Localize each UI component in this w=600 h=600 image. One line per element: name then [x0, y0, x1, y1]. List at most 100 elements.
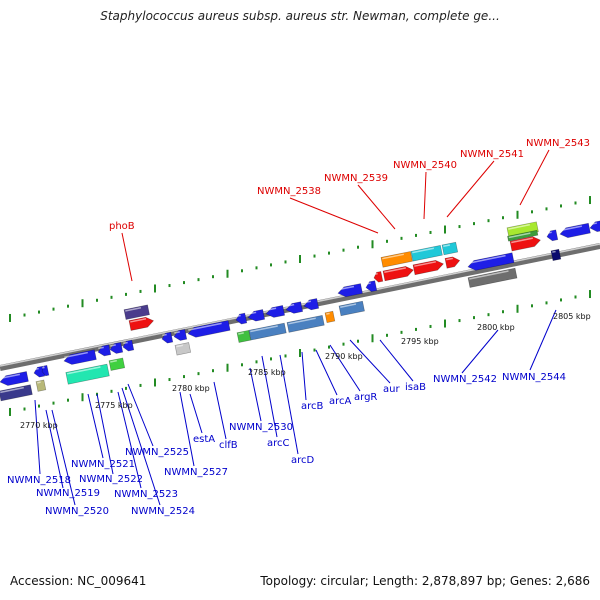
gene-label-arcC[interactable]: arcC	[267, 438, 290, 449]
accession-text: Accession: NC_009641	[10, 574, 147, 588]
gene-label-arcB[interactable]: arcB	[301, 401, 324, 412]
gene-NWMN_2543c	[509, 236, 541, 252]
gene-arcA	[248, 322, 287, 341]
gene-arcC-b	[247, 309, 266, 322]
gene-aur	[324, 310, 336, 323]
leader-bottom-4	[96, 393, 114, 475]
gene-label-NWMN_2525[interactable]: NWMN_2525	[125, 447, 189, 458]
map-title: Staphylococcus aureus subsp. aureus str.…	[100, 9, 500, 23]
gene-isaB-c	[365, 280, 378, 292]
leader-bottom-2	[51, 409, 76, 506]
label-leader-lines	[34, 149, 557, 506]
leader-bottom-17	[349, 339, 391, 384]
leader-top-1	[289, 197, 379, 234]
gene-estA-a	[161, 331, 174, 344]
leader-top-3	[423, 171, 427, 220]
gene-label-NWMN_2538[interactable]: NWMN_2538	[257, 186, 321, 197]
scale-label-2790: 2790 kbp	[325, 352, 363, 361]
gene-NWMN_2539	[410, 244, 443, 262]
gene-label-aur[interactable]: aur	[383, 384, 400, 395]
gene-isaB	[338, 300, 365, 317]
gene-label-NWMN_2521[interactable]: NWMN_2521	[71, 459, 135, 470]
gene-label-isaB[interactable]: isaB	[405, 382, 426, 393]
gene-label-NWMN_2522[interactable]: NWMN_2522	[79, 474, 143, 485]
gene-label-NWMN_2524[interactable]: NWMN_2524	[131, 506, 195, 517]
gene-NWMN_2544	[550, 248, 562, 262]
leader-bottom-14	[301, 351, 307, 401]
gene-NWMN_2530	[174, 342, 192, 356]
gene-NWMN_2518	[0, 371, 29, 386]
gene-NWMN_2544b	[546, 229, 559, 242]
gene-clfB	[187, 320, 231, 338]
gene-phoB-b	[128, 316, 155, 331]
gene-label-phoB[interactable]: phoB	[109, 221, 135, 232]
gene-arcD-a	[265, 305, 285, 318]
leader-top-5	[519, 149, 550, 206]
gene-NWMN_2518c	[41, 365, 50, 377]
gene-NWMN_2521	[63, 349, 97, 365]
gene-NWMN_2522	[97, 344, 112, 357]
gene-label-clfB[interactable]: clfB	[219, 440, 238, 451]
gene-label-NWMN_2542[interactable]: NWMN_2542	[433, 374, 497, 385]
gene-NWMN_2544d	[589, 219, 600, 232]
gene-NWMN_2539b	[382, 266, 414, 282]
leader-bottom-15	[315, 349, 338, 396]
gene-label-argR[interactable]: argR	[354, 392, 377, 403]
leader-bottom-1	[45, 409, 64, 489]
scale-label-2795: 2795 kbp	[401, 337, 439, 346]
gene-argR	[286, 315, 325, 333]
gene-NWMN_2524	[122, 339, 135, 352]
gene-label-NWMN_2541[interactable]: NWMN_2541	[460, 149, 524, 160]
leader-bottom-7	[127, 383, 154, 447]
scale-label-2805: 2805 kbp	[553, 312, 591, 321]
gene-label-NWMN_2543[interactable]: NWMN_2543	[526, 138, 590, 149]
gene-label-NWMN_2544[interactable]: NWMN_2544	[502, 372, 566, 383]
leader-top-4	[446, 160, 495, 218]
gene-NWMN_2538b	[373, 271, 384, 283]
gene-NWMN_2542	[467, 252, 515, 271]
gene-label-arcD[interactable]: arcD	[291, 455, 315, 466]
gene-features	[0, 219, 600, 402]
leader-bottom-10	[213, 381, 227, 440]
gene-label-NWMN_2527[interactable]: NWMN_2527	[164, 467, 228, 478]
gene-NWMN_2543b	[507, 229, 539, 242]
gene-NWMN_2520	[35, 379, 47, 392]
gene-label-NWMN_2519[interactable]: NWMN_2519	[36, 488, 100, 499]
gene-label-NWMN_2540[interactable]: NWMN_2540	[393, 160, 457, 171]
gene-NWMN_2543	[506, 221, 539, 238]
leader-bottom-9	[189, 393, 203, 434]
scale-label-2800: 2800 kbp	[477, 323, 515, 332]
gene-NWMN_2538	[380, 251, 413, 268]
gene-label-arcA[interactable]: arcA	[329, 396, 352, 407]
gene-label-NWMN_2530[interactable]: NWMN_2530	[229, 422, 293, 433]
gene-NWMN_2527	[108, 357, 126, 371]
gene-label-NWMN_2520[interactable]: NWMN_2520	[45, 506, 109, 517]
scale-label-2770: 2770 kbp	[20, 421, 58, 430]
gene-label-NWMN_2523[interactable]: NWMN_2523	[114, 489, 178, 500]
leader-bottom-8	[179, 391, 195, 467]
gene-NWMN_2519	[0, 384, 33, 402]
gene-isaB-b	[337, 283, 363, 298]
gene-arcD-b	[285, 301, 304, 314]
genome-summary-text: Topology: circular; Length: 2,878,897 bp…	[260, 574, 590, 588]
gene-NWMN_2540	[441, 241, 459, 256]
leader-bottom-18	[379, 339, 414, 382]
gene-NWMN_2518b	[33, 365, 46, 378]
leader-bottom-5	[117, 391, 142, 489]
gene-arcB-b	[236, 329, 252, 343]
tick-tracks	[9, 196, 591, 416]
leader-bottom-0	[34, 399, 41, 475]
leader-bottom-16	[329, 344, 361, 392]
leader-bottom-12	[261, 355, 278, 438]
leader-bottom-19	[461, 329, 499, 374]
gene-label-NWMN_2539[interactable]: NWMN_2539	[324, 173, 388, 184]
gene-label-estA[interactable]: estA	[193, 434, 215, 445]
scale-label-2775: 2775 kbp	[95, 401, 133, 410]
gene-arcC-a	[235, 312, 248, 325]
gene-label-NWMN_2518[interactable]: NWMN_2518	[7, 475, 71, 486]
gene-NWMN_2544c	[559, 222, 591, 238]
leader-bottom-11	[249, 367, 262, 422]
scale-label-2785: 2785 kbp	[248, 368, 286, 377]
